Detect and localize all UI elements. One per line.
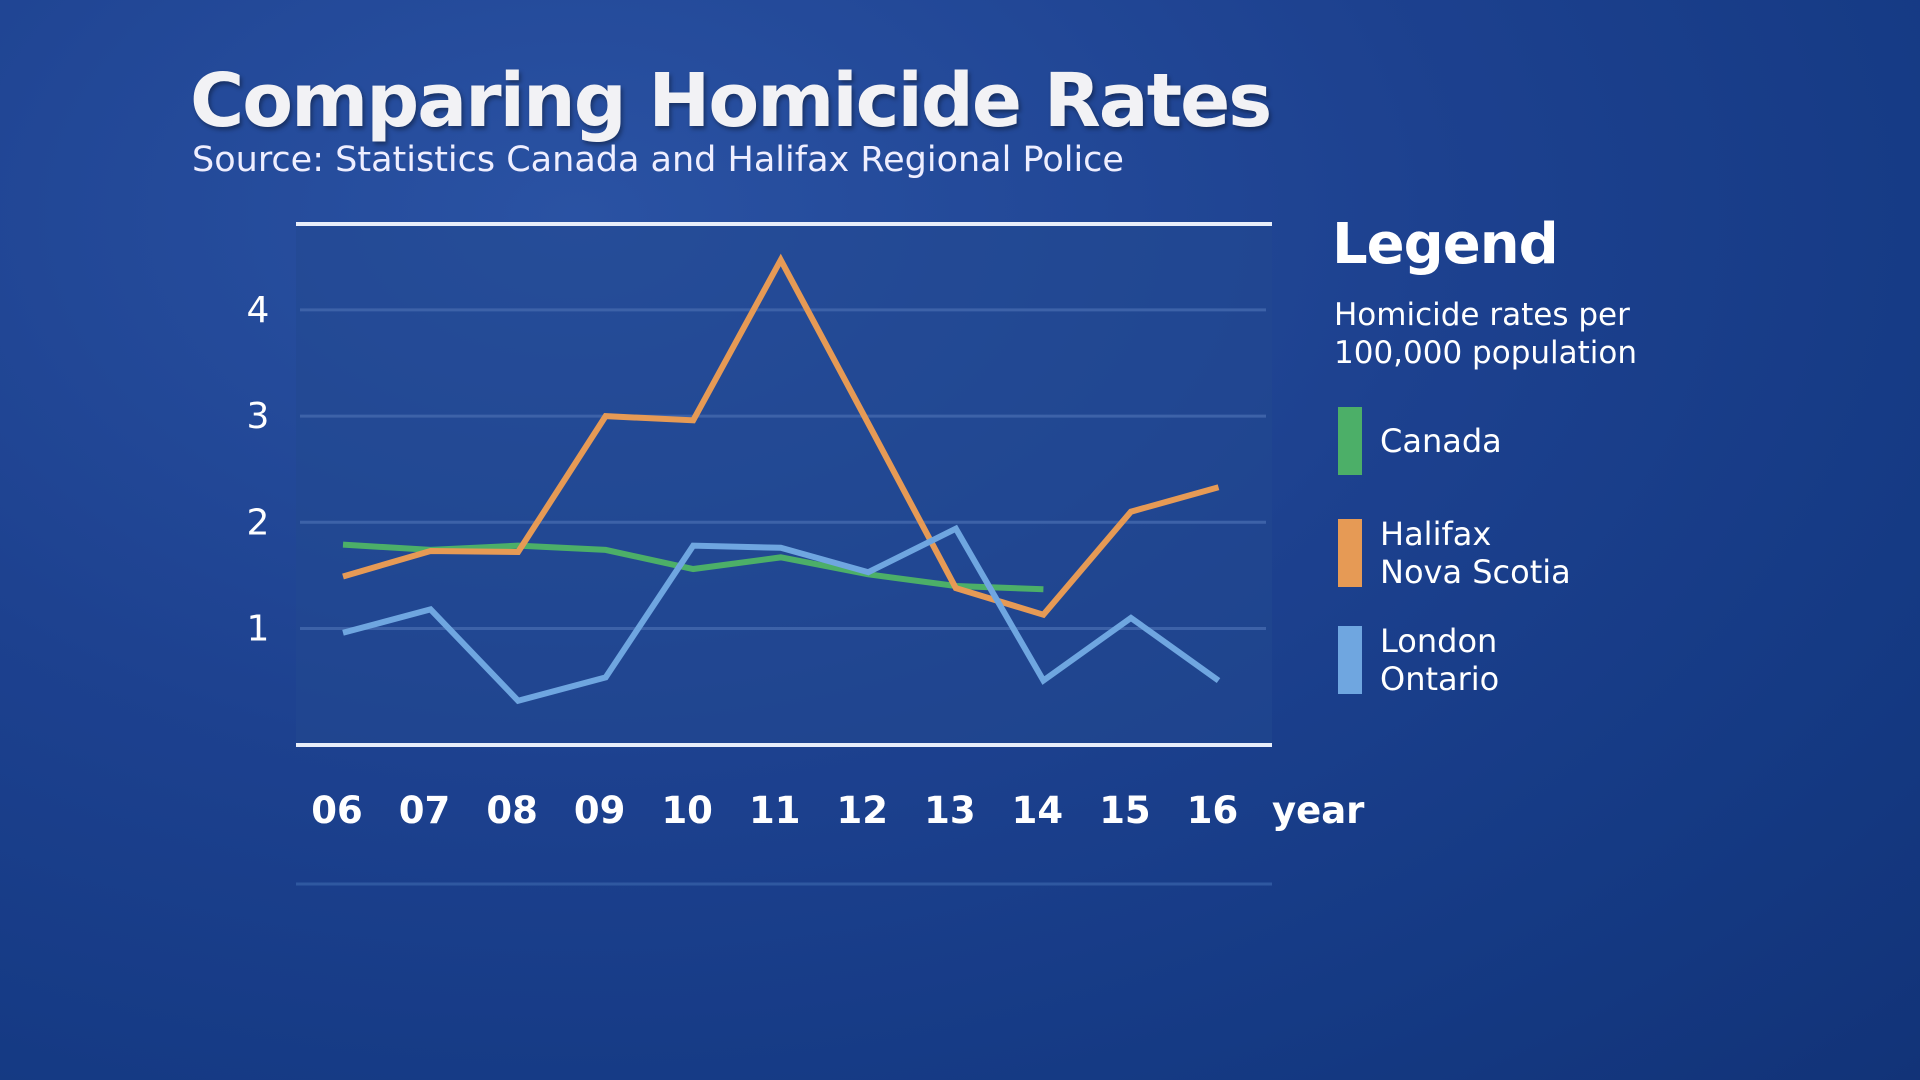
legend-description: Homicide rates per 100,000 population [1334,297,1638,371]
chart-subtitle: Source: Statistics Canada and Halifax Re… [192,140,1124,180]
legend-label: Canada [1380,422,1502,460]
x-tick-label: 07 [399,789,451,832]
x-tick-label: 06 [311,789,363,832]
legend-heading: Legend [1332,212,1559,277]
legend-swatch [1338,519,1362,587]
x-tick-label: 11 [749,789,801,832]
y-tick-label: 2 [247,502,270,543]
x-tick-label: 12 [837,789,889,832]
x-tick-label: 15 [1099,789,1151,832]
x-tick-label: 13 [924,789,976,832]
y-tick-label: 1 [247,609,270,650]
x-tick-label: 14 [1012,789,1064,832]
x-axis-label: year [1272,789,1365,832]
plot-area [296,224,1272,745]
y-tick-label: 3 [247,396,270,437]
legend-item-canada: Canada [1338,407,1640,475]
legend-label: London Ontario [1380,622,1500,698]
y-tick-label: 4 [247,290,270,331]
legend-label: Halifax Nova Scotia [1380,515,1571,591]
x-tick-label: 08 [486,789,538,832]
legend-swatch [1338,407,1362,475]
legend-item-london: London Ontario [1338,622,1530,698]
chart-title: Comparing Homicide Rates [190,58,1272,144]
x-tick-label: 10 [661,789,713,832]
legend-item-halifax: Halifax Nova Scotia [1338,515,1580,591]
legend-swatch [1338,626,1362,694]
x-tick-label: 09 [574,789,626,832]
x-tick-label: 16 [1187,789,1239,832]
